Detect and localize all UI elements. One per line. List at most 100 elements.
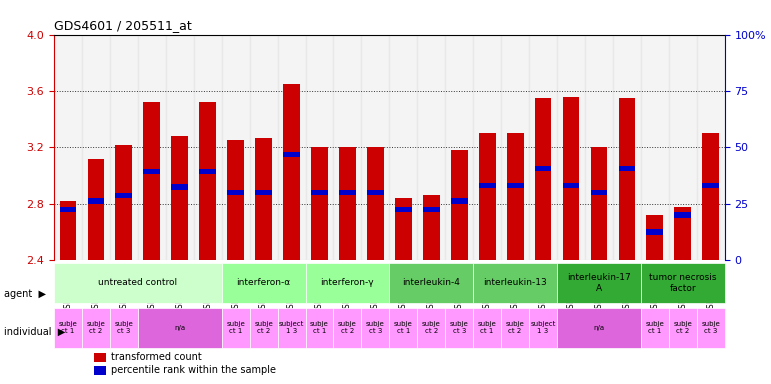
Bar: [116, 145, 133, 260]
Bar: [423, 195, 439, 260]
Bar: [613, 35, 641, 260]
Bar: [585, 35, 613, 260]
Text: subject
1 3: subject 1 3: [279, 321, 305, 334]
Bar: [250, 35, 278, 260]
Bar: [479, 133, 496, 260]
FancyBboxPatch shape: [278, 308, 305, 348]
FancyBboxPatch shape: [417, 308, 445, 348]
Text: tumor necrosis
factor: tumor necrosis factor: [649, 273, 716, 293]
Bar: [278, 35, 305, 260]
Bar: [311, 147, 328, 260]
Text: subje
ct 2: subje ct 2: [254, 321, 273, 334]
Bar: [339, 190, 355, 195]
Bar: [675, 207, 691, 260]
Bar: [563, 183, 579, 188]
Bar: [166, 35, 194, 260]
Text: interferon-γ: interferon-γ: [321, 278, 374, 287]
FancyBboxPatch shape: [250, 308, 278, 348]
Bar: [451, 198, 467, 204]
Text: subje
ct 2: subje ct 2: [86, 321, 106, 334]
Bar: [171, 136, 188, 260]
Text: subje
ct 1: subje ct 1: [478, 321, 497, 334]
Text: percentile rank within the sample: percentile rank within the sample: [111, 366, 276, 376]
Bar: [479, 183, 496, 188]
Bar: [82, 35, 110, 260]
FancyBboxPatch shape: [305, 308, 333, 348]
Bar: [87, 159, 104, 260]
Bar: [362, 35, 389, 260]
Bar: [507, 183, 524, 188]
FancyBboxPatch shape: [54, 263, 222, 303]
Bar: [451, 150, 467, 260]
Bar: [591, 147, 608, 260]
Bar: [668, 35, 697, 260]
Bar: [94, 366, 106, 375]
Text: interleukin-17
A: interleukin-17 A: [567, 273, 631, 293]
Bar: [591, 190, 608, 195]
Bar: [94, 353, 106, 362]
FancyBboxPatch shape: [54, 308, 82, 348]
Bar: [618, 98, 635, 260]
Text: n/a: n/a: [174, 325, 185, 331]
Bar: [618, 166, 635, 171]
Text: subje
ct 2: subje ct 2: [422, 321, 441, 334]
Text: untreated control: untreated control: [98, 278, 177, 287]
Bar: [697, 35, 725, 260]
Text: agent  ▶: agent ▶: [4, 289, 45, 299]
Text: subje
ct 1: subje ct 1: [394, 321, 412, 334]
FancyBboxPatch shape: [501, 308, 529, 348]
Bar: [702, 133, 719, 260]
Bar: [333, 35, 362, 260]
Bar: [646, 229, 663, 235]
Bar: [305, 35, 333, 260]
Bar: [138, 35, 166, 260]
FancyBboxPatch shape: [557, 308, 641, 348]
Bar: [227, 141, 244, 260]
FancyBboxPatch shape: [697, 308, 725, 348]
Bar: [473, 35, 501, 260]
Text: subje
ct 1: subje ct 1: [310, 321, 329, 334]
Text: interleukin-13: interleukin-13: [483, 278, 547, 287]
FancyBboxPatch shape: [333, 308, 362, 348]
Bar: [339, 147, 355, 260]
Bar: [110, 35, 138, 260]
Bar: [646, 215, 663, 260]
Text: subje
ct 2: subje ct 2: [338, 321, 357, 334]
Bar: [445, 35, 473, 260]
FancyBboxPatch shape: [362, 308, 389, 348]
Bar: [529, 35, 557, 260]
Text: subje
ct 3: subje ct 3: [366, 321, 385, 334]
FancyBboxPatch shape: [389, 263, 473, 303]
Text: interferon-α: interferon-α: [237, 278, 291, 287]
FancyBboxPatch shape: [222, 308, 250, 348]
Bar: [199, 169, 216, 174]
FancyBboxPatch shape: [110, 308, 138, 348]
Bar: [563, 97, 579, 260]
Bar: [641, 35, 668, 260]
Bar: [283, 84, 300, 260]
Bar: [143, 102, 160, 260]
Text: subje
ct 1: subje ct 1: [226, 321, 245, 334]
Text: GDS4601 / 205511_at: GDS4601 / 205511_at: [54, 19, 192, 32]
FancyBboxPatch shape: [473, 308, 501, 348]
Bar: [367, 147, 384, 260]
FancyBboxPatch shape: [529, 308, 557, 348]
FancyBboxPatch shape: [305, 263, 389, 303]
Text: subje
ct 3: subje ct 3: [702, 321, 720, 334]
Bar: [311, 190, 328, 195]
Text: interleukin-4: interleukin-4: [402, 278, 460, 287]
Bar: [59, 201, 76, 260]
Text: n/a: n/a: [594, 325, 604, 331]
Bar: [171, 184, 188, 190]
Bar: [507, 133, 524, 260]
Bar: [534, 166, 551, 171]
FancyBboxPatch shape: [641, 308, 668, 348]
Bar: [199, 102, 216, 260]
FancyBboxPatch shape: [557, 263, 641, 303]
Bar: [395, 198, 412, 260]
Bar: [194, 35, 222, 260]
FancyBboxPatch shape: [389, 308, 417, 348]
FancyBboxPatch shape: [668, 308, 697, 348]
Bar: [702, 183, 719, 188]
Bar: [222, 35, 250, 260]
